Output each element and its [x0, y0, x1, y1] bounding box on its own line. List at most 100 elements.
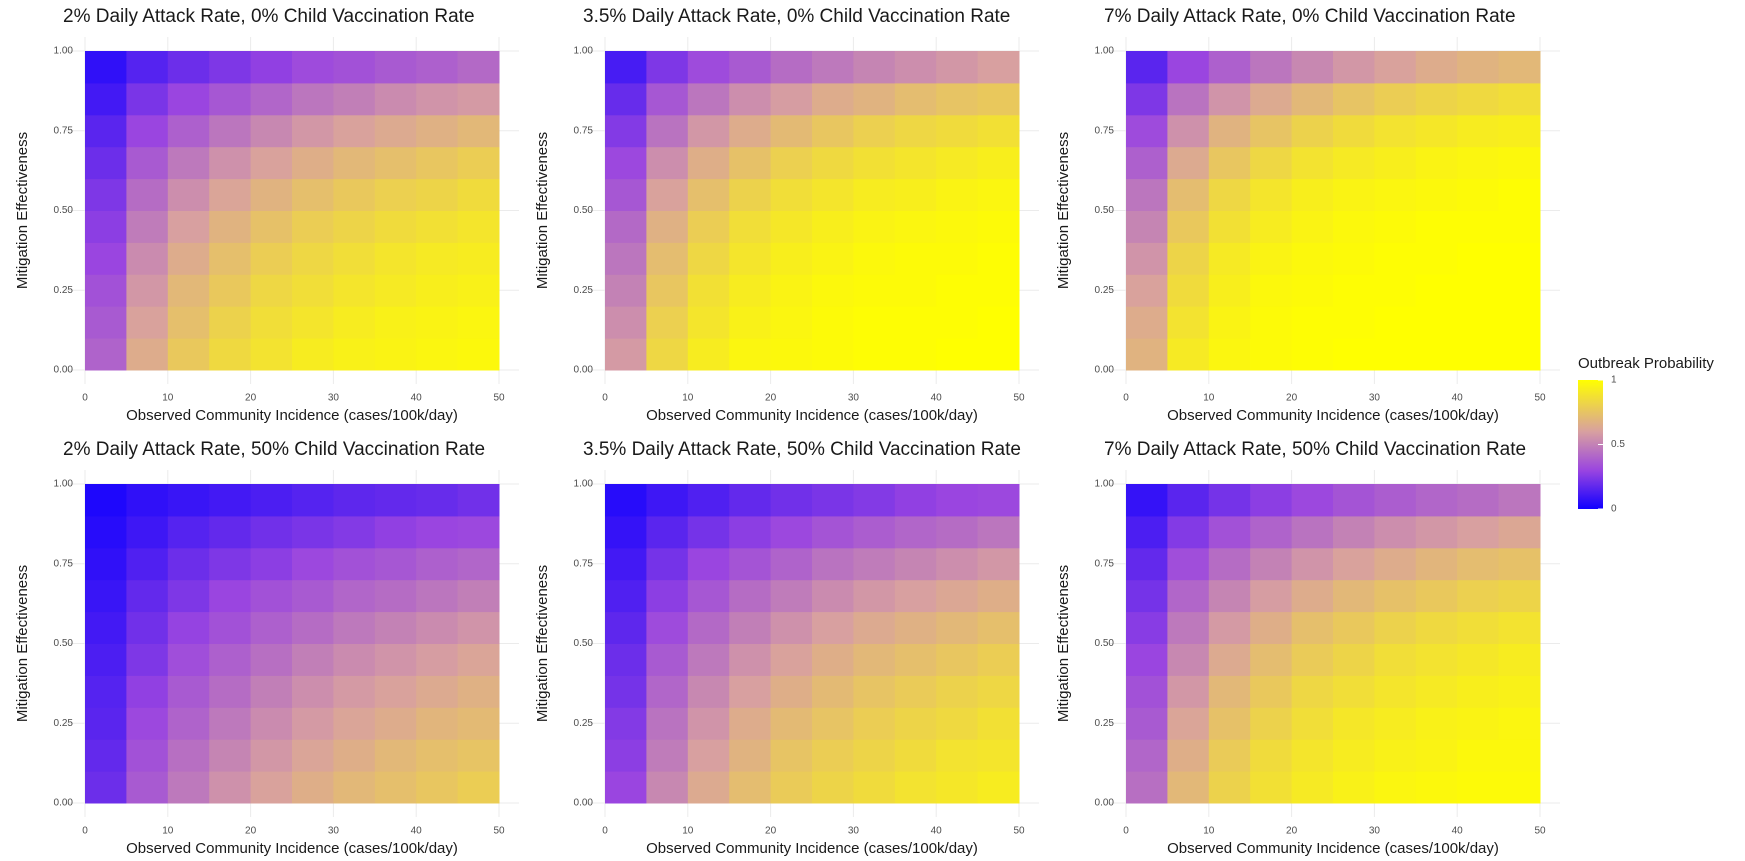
heat-cell — [729, 82, 772, 116]
heat-cell — [605, 547, 647, 581]
heat-cell — [605, 611, 647, 644]
heat-cell — [977, 338, 1020, 371]
heat-cell — [1250, 242, 1293, 275]
heat-cell — [770, 547, 813, 581]
heat-cell — [85, 210, 127, 243]
heat-cell — [167, 210, 210, 243]
y-tick-label: 0.00 — [54, 365, 74, 376]
heat-cell — [1291, 82, 1334, 116]
heat-cell — [1126, 306, 1168, 339]
heat-cell — [1126, 611, 1168, 644]
heat-cell — [333, 114, 376, 148]
heat-cell — [894, 579, 937, 613]
heat-cell — [85, 611, 127, 644]
heat-cell — [1250, 739, 1293, 772]
heat-cell — [250, 274, 293, 307]
x-tick-label: 10 — [1203, 393, 1215, 404]
heat-cell — [1333, 51, 1375, 84]
heat-cell — [292, 547, 334, 581]
heat-cell — [687, 547, 730, 581]
heat-cell — [853, 771, 896, 804]
heat-cell — [292, 242, 334, 275]
heat-cell — [1415, 579, 1458, 613]
heat-cell — [416, 739, 459, 772]
heat-cell — [729, 771, 772, 804]
heat-cell — [936, 484, 979, 517]
heat-cell — [1167, 306, 1210, 339]
heat-cell — [1415, 675, 1458, 708]
heat-cell — [85, 515, 127, 549]
heat-cell — [977, 643, 1020, 676]
heat-cell — [853, 51, 896, 84]
heat-cell — [729, 547, 772, 581]
panel-title: 2% Daily Attack Rate, 50% Child Vaccinat… — [63, 439, 485, 460]
heat-cell — [1208, 547, 1251, 581]
heat-cell — [894, 178, 937, 211]
heat-cell — [374, 643, 417, 676]
heat-cell — [250, 547, 293, 581]
heat-cell — [292, 707, 334, 740]
heat-cell — [333, 707, 376, 740]
heat-cell — [1498, 643, 1541, 676]
heat-cell — [936, 82, 979, 116]
heat-cell — [457, 579, 500, 613]
heat-cell — [936, 771, 979, 804]
heat-cell — [1498, 771, 1541, 804]
heat-cell — [292, 515, 334, 549]
heat-cell — [1126, 771, 1168, 804]
x-axis-label: Observed Community Incidence (cases/100k… — [1167, 407, 1499, 424]
heat-cell — [1167, 707, 1210, 740]
heat-cell — [167, 707, 210, 740]
heat-cell — [1208, 579, 1251, 613]
heat-cell — [1208, 146, 1251, 180]
heat-cell — [374, 739, 417, 772]
heat-cell — [729, 484, 772, 517]
heat-cell — [605, 643, 647, 676]
heat-cell — [1457, 274, 1500, 307]
heat-cell — [333, 484, 376, 517]
color-bar-label: 0 — [1611, 504, 1617, 515]
heat-cell — [1208, 707, 1251, 740]
heat-cell — [1126, 675, 1168, 708]
heat-cell — [333, 675, 376, 708]
x-tick-label: 10 — [682, 826, 694, 837]
heat-cell — [853, 178, 896, 211]
heat-cell — [457, 484, 500, 517]
heat-cell — [1291, 739, 1334, 772]
heat-cell — [374, 178, 417, 211]
heat-cell — [936, 51, 979, 84]
heat-cell — [1498, 178, 1541, 211]
heat-cell — [126, 114, 169, 148]
y-tick-label: 0.75 — [54, 558, 74, 569]
heat-cell — [1333, 739, 1375, 772]
heat-cell — [1126, 82, 1168, 116]
heat-cell — [1457, 114, 1500, 148]
heat-cell — [977, 51, 1020, 84]
heat-cell — [126, 611, 169, 644]
heat-cell — [1167, 114, 1210, 148]
heat-cell — [729, 338, 772, 371]
heat-cell — [605, 146, 647, 180]
heat-cell — [250, 484, 293, 517]
heat-cell — [250, 643, 293, 676]
x-tick-label: 50 — [1013, 826, 1025, 837]
heat-cell — [1208, 771, 1251, 804]
heat-cell — [1415, 210, 1458, 243]
y-tick-label: 0.50 — [574, 205, 594, 216]
heat-cell — [292, 146, 334, 180]
heat-cell — [167, 611, 210, 644]
heat-cell — [167, 146, 210, 180]
heat-cell — [85, 146, 127, 180]
heat-cell — [936, 114, 979, 148]
heat-cell — [126, 547, 169, 581]
heat-cell — [646, 707, 689, 740]
heat-cell — [1498, 739, 1541, 772]
heat-cell — [1167, 484, 1210, 517]
heat-cell — [1126, 643, 1168, 676]
y-tick-label: 1.00 — [1095, 479, 1115, 490]
heat-cell — [333, 82, 376, 116]
heat-cell — [333, 306, 376, 339]
heat-cell — [457, 771, 500, 804]
heat-cell — [687, 82, 730, 116]
heat-cell — [374, 146, 417, 180]
